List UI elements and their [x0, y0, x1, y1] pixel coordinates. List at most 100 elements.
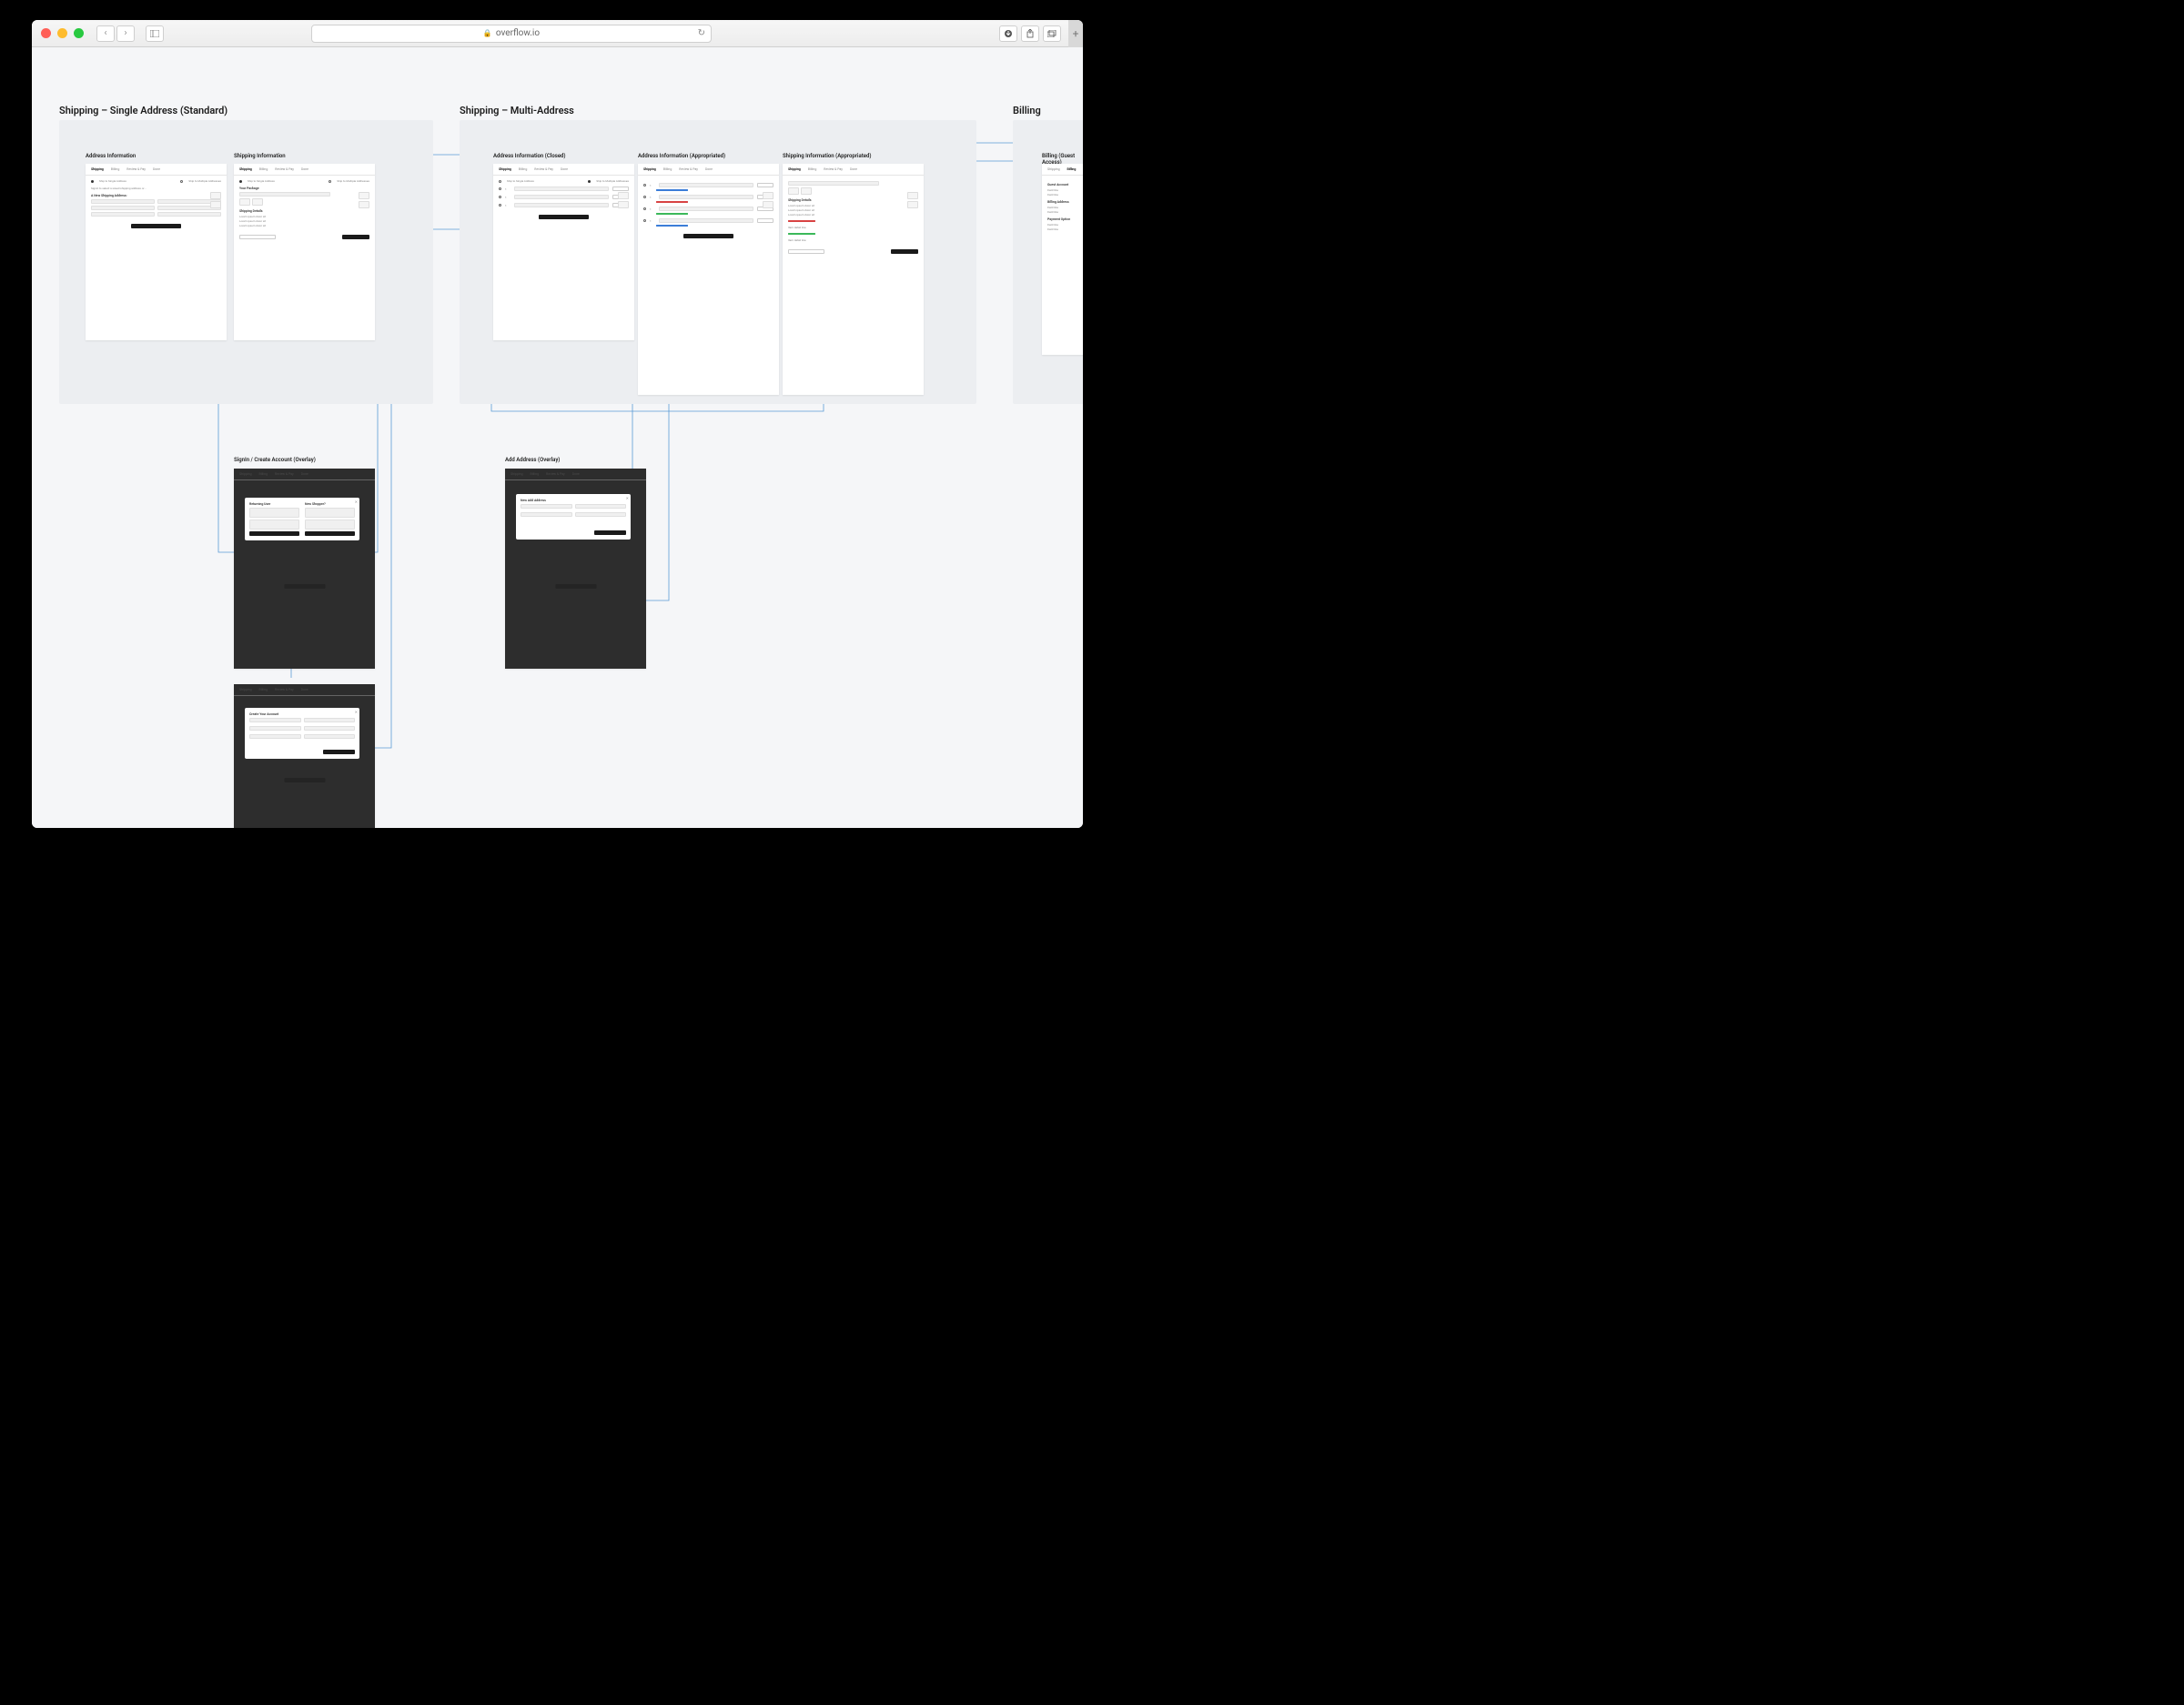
radio-icon: [643, 219, 646, 222]
mini-tabs: ShippingBillingReview & PayDone: [638, 164, 779, 176]
radio-icon: [239, 180, 242, 183]
mini-tab: Done: [301, 167, 308, 171]
modal-btn-row: [521, 530, 626, 535]
share-icon: [1026, 29, 1034, 38]
minimize-window-button[interactable]: [57, 28, 67, 38]
package-row: [788, 181, 918, 186]
radio-row: Ship to Single Address Ship to Multiple …: [91, 179, 221, 183]
mini-card: [359, 192, 369, 199]
cards-column: [210, 192, 221, 208]
mini-field: [575, 512, 627, 517]
mini-tabs: ShippingBillingReview & PayDone: [1042, 164, 1083, 176]
screen-label: Add Address (Overlay): [505, 457, 560, 463]
mini-field: [304, 734, 356, 739]
mini-field: [304, 726, 356, 731]
status-bar: [788, 220, 815, 222]
item-row: 1: [643, 218, 774, 223]
mini-field: [91, 212, 155, 217]
section-label: A New Shipping Address:: [91, 194, 221, 197]
screen-shipping-appropriated[interactable]: ShippingBillingReview & PayDoneShipping …: [783, 164, 924, 395]
screen-signin-overlay[interactable]: ShippingBillingReview & PayDone✕Returnin…: [234, 469, 375, 669]
share-button[interactable]: [1021, 25, 1039, 42]
screen-address-info[interactable]: ShippingBillingReview & PayDone Ship to …: [86, 164, 227, 340]
mini-tab: Shipping: [91, 167, 104, 171]
billing-section-label: Guest Account: [1047, 183, 1083, 187]
downloads-button[interactable]: [999, 25, 1017, 42]
mini-field: [239, 192, 330, 197]
modal-title: Create Your Account: [249, 712, 355, 716]
tabs-button[interactable]: [1043, 25, 1061, 42]
radio-icon: [643, 196, 646, 198]
mini-tabs-dim: ShippingBillingReview & PayDone: [234, 469, 375, 480]
screen-add-address-overlay[interactable]: ShippingBillingReview & PayDone✕New Add …: [505, 469, 646, 669]
sidebar-icon: [150, 30, 159, 37]
new-tab-button[interactable]: +: [1068, 20, 1083, 47]
detail-line: Field line: [1047, 223, 1083, 227]
radio-icon: [588, 180, 591, 183]
screen-create-account-overlay[interactable]: ShippingBillingReview & PayDone ✕Create Y…: [234, 684, 375, 828]
fullscreen-window-button[interactable]: [74, 28, 84, 38]
mini-content: Ship to Single Address Ship to Multiple …: [234, 176, 375, 243]
mini-card: [907, 192, 918, 199]
modal-cols: Returning UserNew Shopper?: [249, 502, 355, 536]
cta-row: [91, 224, 221, 228]
back-button[interactable]: ‹: [96, 25, 115, 42]
screen-shipping-info[interactable]: ShippingBillingReview & PayDone Ship to …: [234, 164, 375, 340]
item-row: 1: [643, 207, 774, 211]
radio-label: Ship to Single Address: [99, 179, 126, 183]
overlay-modal: ✕Create Your Account: [245, 708, 359, 759]
radio-label: Ship to Single Address: [248, 179, 275, 183]
mini-content: Ship to Single Address Ship to Multiple …: [86, 176, 227, 232]
mini-card: [618, 192, 629, 199]
mini-field: [249, 726, 301, 731]
screen-label: Address Information (Appropriated): [638, 153, 725, 159]
mini-tabs-dim: ShippingBillingReview & PayDone: [234, 684, 375, 696]
mini-tab: Shipping: [788, 167, 801, 171]
color-item: 1: [643, 218, 774, 227]
forward-button[interactable]: ›: [116, 25, 135, 42]
screen-billing-guest[interactable]: ShippingBillingReview & PayDone Guest Acc…: [1042, 164, 1083, 355]
screen-address-closed[interactable]: ShippingBillingReview & PayDone Ship to …: [493, 164, 634, 340]
field-row: [249, 718, 355, 722]
radio-icon: [499, 196, 501, 198]
toolbar-right: [999, 25, 1061, 42]
detail-line: Field line: [1047, 210, 1083, 214]
modal-button: [594, 530, 626, 535]
radio-label: Ship to Multiple Addresses: [596, 179, 629, 183]
url-bar[interactable]: 🔒 overflow.io ↻: [311, 25, 712, 43]
mini-field: [521, 504, 572, 509]
mini-tab: Shipping: [239, 167, 252, 171]
item-qty: 1: [650, 207, 655, 211]
status-bar: [788, 233, 815, 235]
detail-line: Lorem ipsum dolor sit: [239, 219, 369, 223]
mini-card: [618, 201, 629, 208]
color-item: 1: [643, 207, 774, 215]
screen-label: Address Information (Closed): [493, 153, 566, 159]
mini-field: [514, 187, 609, 191]
radio-icon: [91, 180, 94, 183]
field-row: [91, 199, 221, 204]
screen-label: Shipping Information (Appropriated): [783, 153, 871, 159]
close-window-button[interactable]: [41, 28, 51, 38]
section-title: Shipping – Multi-Address: [460, 105, 574, 116]
screen-address-appropriated[interactable]: ShippingBillingReview & PayDone1111: [638, 164, 779, 395]
canvas[interactable]: Shipping – Single Address (Standard)Ship…: [32, 47, 1083, 828]
mini-tab: Review & Pay: [275, 167, 294, 171]
mini-content: 1111: [638, 176, 779, 242]
mini-card: [210, 201, 221, 208]
closed-item: 1: [499, 203, 629, 207]
billing-section-label: Payment Option: [1047, 217, 1083, 221]
mini-card: [788, 187, 799, 195]
item-qty: 1: [650, 184, 655, 187]
lock-icon: 🔒: [483, 29, 492, 37]
status-bar: [656, 189, 688, 191]
reload-button[interactable]: ↻: [698, 28, 705, 38]
package-row: [239, 192, 369, 197]
sidebar-toggle-button[interactable]: [146, 25, 164, 42]
radio-icon: [329, 180, 331, 183]
mini-card: [801, 187, 812, 195]
mini-tab: Billing: [1067, 167, 1077, 171]
mini-field: [659, 183, 753, 187]
mini-field: [659, 207, 753, 211]
add-btn: [757, 183, 774, 187]
